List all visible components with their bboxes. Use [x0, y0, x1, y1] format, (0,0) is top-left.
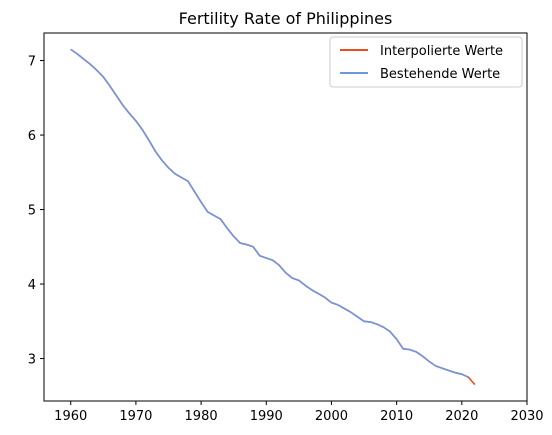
x-tick-label: 2020 — [445, 409, 478, 424]
x-tick-label: 2000 — [315, 409, 348, 424]
y-tick-label: 3 — [28, 353, 36, 368]
y-tick-label: 4 — [28, 278, 36, 293]
x-tick-label: 2030 — [510, 409, 543, 424]
series-layer — [70, 48, 476, 386]
series-line-1 — [70, 48, 476, 386]
legend-label: Bestehende Werte — [380, 67, 500, 82]
legend-label: Interpolierte Werte — [380, 44, 503, 59]
x-tick-label: 2010 — [380, 409, 413, 424]
x-tick-label: 1960 — [54, 409, 87, 424]
legend: Interpolierte Werte Bestehende Werte — [329, 36, 523, 88]
chart-title: Fertility Rate of Philippines — [179, 9, 393, 28]
plot-frame — [43, 32, 528, 402]
y-tick-label: 5 — [28, 204, 36, 219]
y-axis: 3 4 5 6 7 — [28, 55, 44, 368]
x-tick-label: 1980 — [185, 409, 218, 424]
y-tick-label: 7 — [28, 55, 36, 70]
legend-box — [329, 36, 523, 88]
x-tick-label: 1990 — [250, 409, 283, 424]
x-tick-label: 1970 — [119, 409, 152, 424]
x-axis: 1960 1970 1980 1990 2000 2010 2020 2030 — [54, 401, 544, 424]
series-line-2 — [70, 48, 469, 378]
y-tick-label: 6 — [28, 129, 36, 144]
